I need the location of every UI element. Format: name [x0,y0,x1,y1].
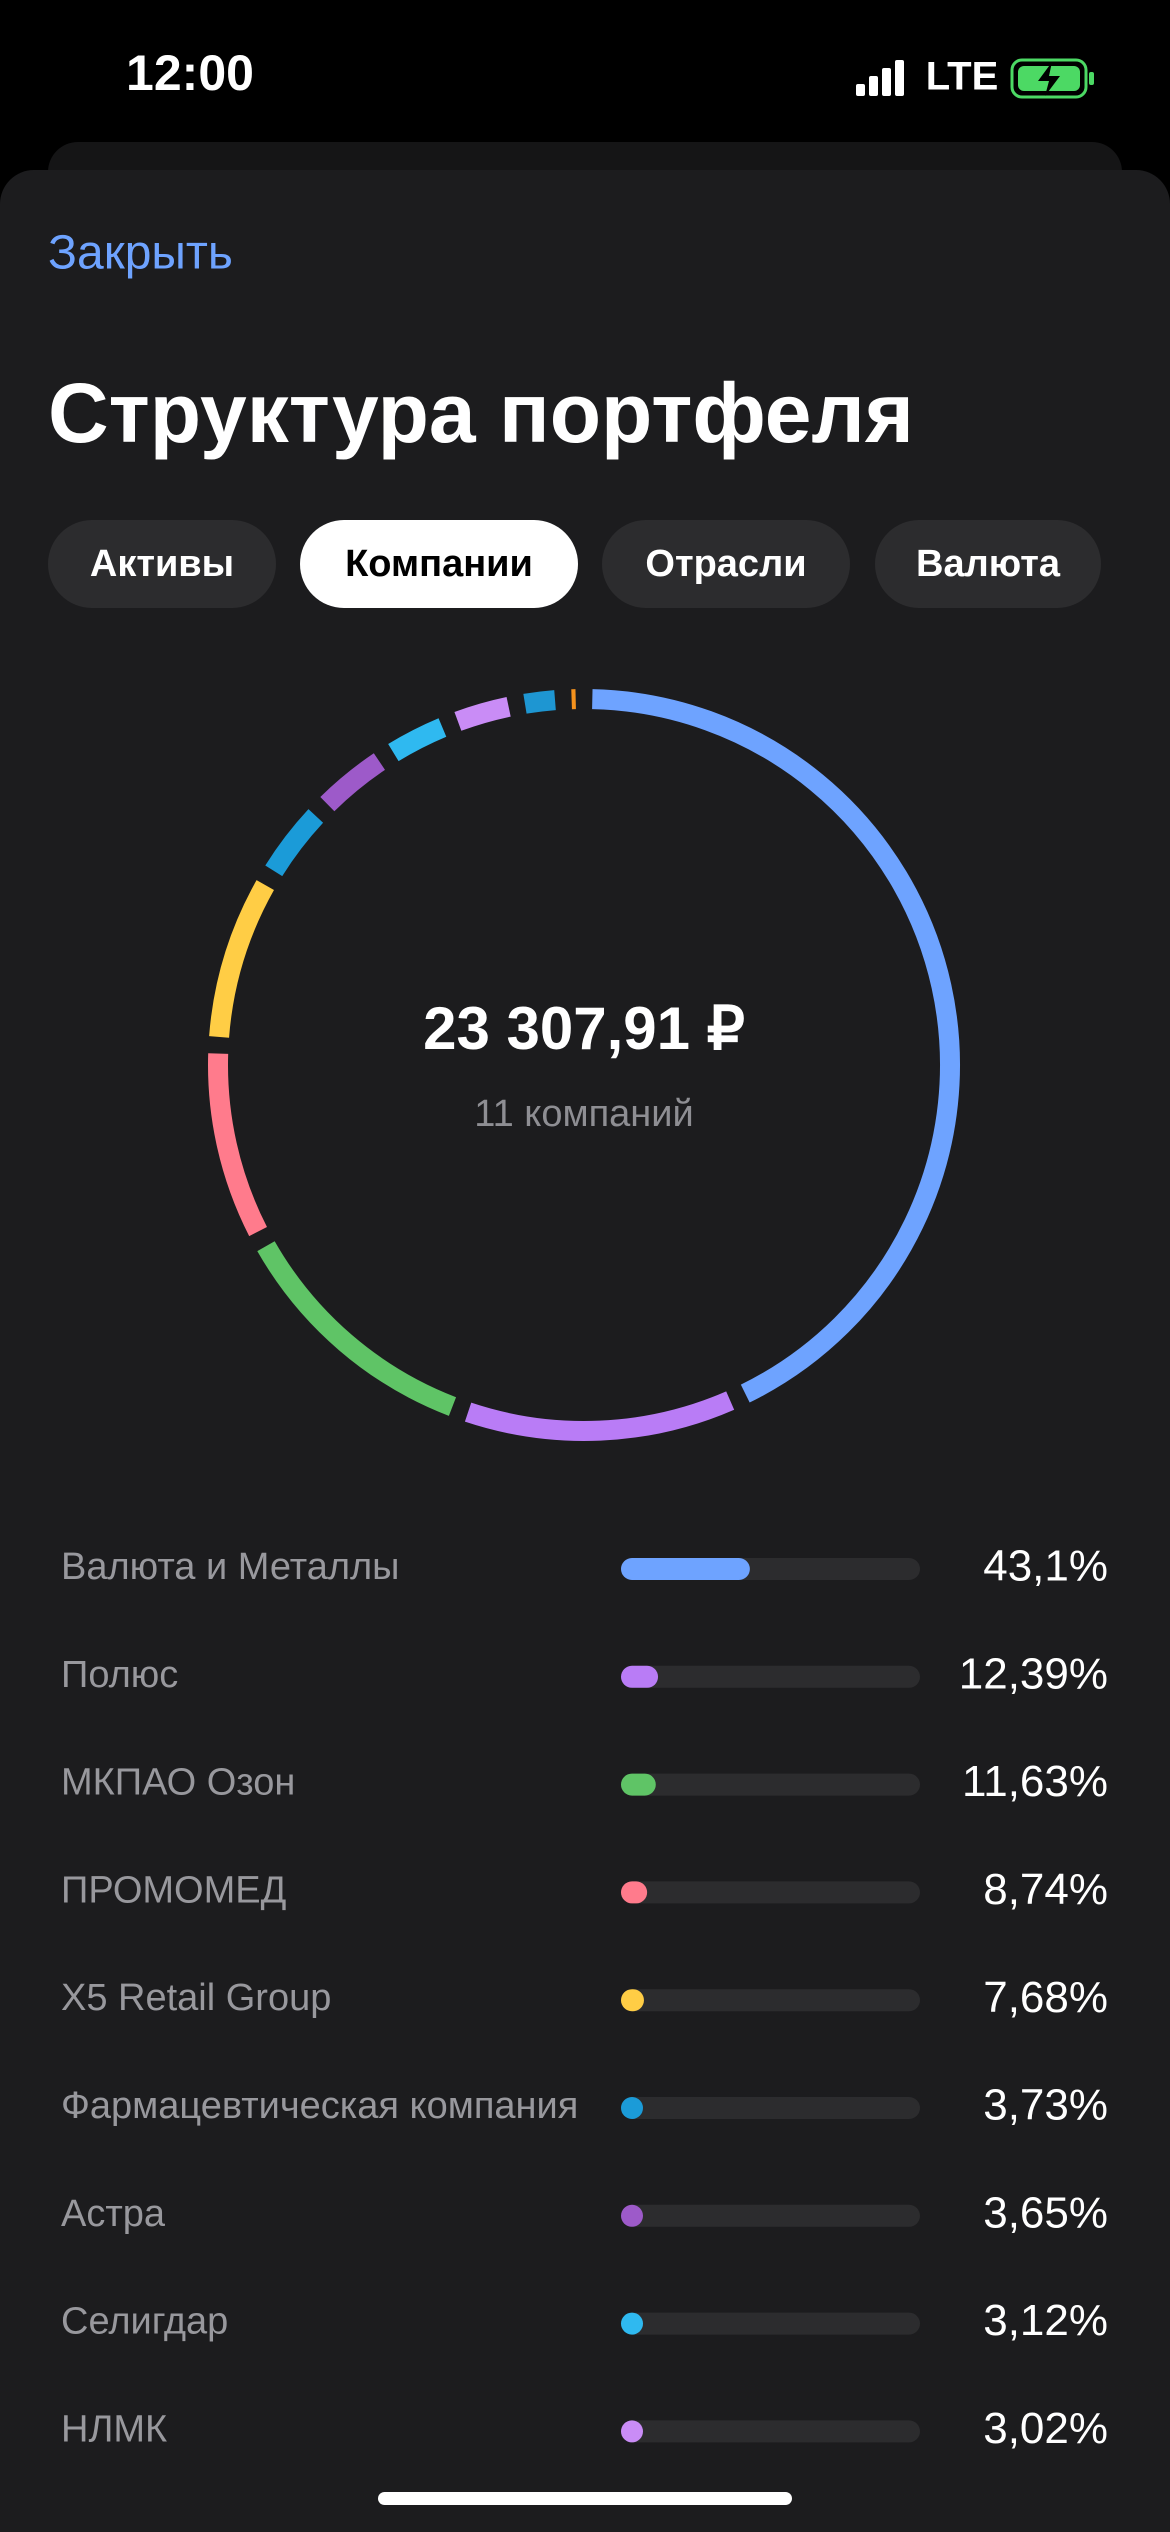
donut-chart: 23 307,91 ₽ 11 компаний [208,689,961,1441]
status-time: 12:00 [126,45,254,101]
share-label: 3,73% [983,2081,1108,2130]
donut-segment [209,880,275,1038]
share-label: 3,12% [983,2296,1108,2345]
tab[interactable] [875,520,1101,608]
bar-track [621,2312,920,2335]
bar-track [621,1665,920,1688]
bar [621,1989,644,2012]
bar [621,2312,643,2335]
company-name: Полюс [61,1654,178,1696]
total-value: 23 307,91 ₽ [423,995,745,1062]
donut-segment [592,689,961,1403]
bar-track [621,1881,920,1904]
tab-label[interactable]: Отрасли [645,543,806,585]
company-name: Валюта и Металлы [61,1546,400,1588]
bar [621,1665,659,1688]
tab-bar: Активы Компании Отрасли Валюта [48,520,1101,608]
bar-track [621,2204,920,2227]
tab[interactable] [48,520,276,608]
share-label: 7,68% [983,1973,1108,2022]
tab[interactable] [602,520,850,608]
bar-track [621,2420,920,2443]
status-network: LTE [926,55,999,99]
total-label: 11 компаний [474,1093,693,1135]
company-name: Фармацевтическая компания [61,2085,578,2127]
donut-segment [454,697,511,731]
bar [621,2097,643,2119]
donut-segment [265,809,324,877]
tab-label[interactable]: Компании [345,543,533,585]
page-title: Структура портфеля [48,366,914,460]
share-label: 43,1% [983,1542,1108,1591]
company-name: ПРОМОМЕД [61,1869,287,1911]
donut-segment [320,753,386,812]
share-label: 11,63% [962,1757,1108,1806]
bar-track [621,2097,920,2119]
bar-track [621,1989,920,2012]
company-name: Селигдар [61,2301,228,2343]
donut-segment [208,1053,268,1237]
donut-segment [464,1391,735,1441]
tab-label[interactable]: Активы [90,543,234,585]
donut-segment [523,690,556,714]
bar [621,2420,643,2443]
bar [621,1558,750,1580]
battery-icon [1010,58,1094,99]
share-label: 3,65% [983,2188,1108,2237]
bar [621,2204,643,2227]
sheet [0,170,1170,2532]
company-list: Валюта и Металлы 43,1% Полюс 12,39% МКПАО Оз… [61,1542,1108,2453]
tab[interactable] [300,520,578,608]
share-label: 8,74% [983,1865,1108,1914]
company-name: МКПАО Озон [61,1762,295,1804]
home-indicator [378,2492,792,2505]
share-label: 12,39% [959,1649,1108,1698]
bar [621,1773,656,1796]
bar-track [621,1773,920,1796]
signal-icon [856,60,904,96]
company-name: Астра [61,2193,166,2235]
close-button[interactable]: Закрыть [48,227,233,280]
donut-segment [257,1241,457,1416]
tab-label[interactable]: Валюта [916,543,1061,585]
share-label: 3,02% [983,2404,1108,2453]
donut-segment [388,718,447,762]
company-name: X5 Retail Group [61,1977,331,2019]
bar [621,1881,648,1904]
company-name: НЛМК [61,2408,167,2450]
